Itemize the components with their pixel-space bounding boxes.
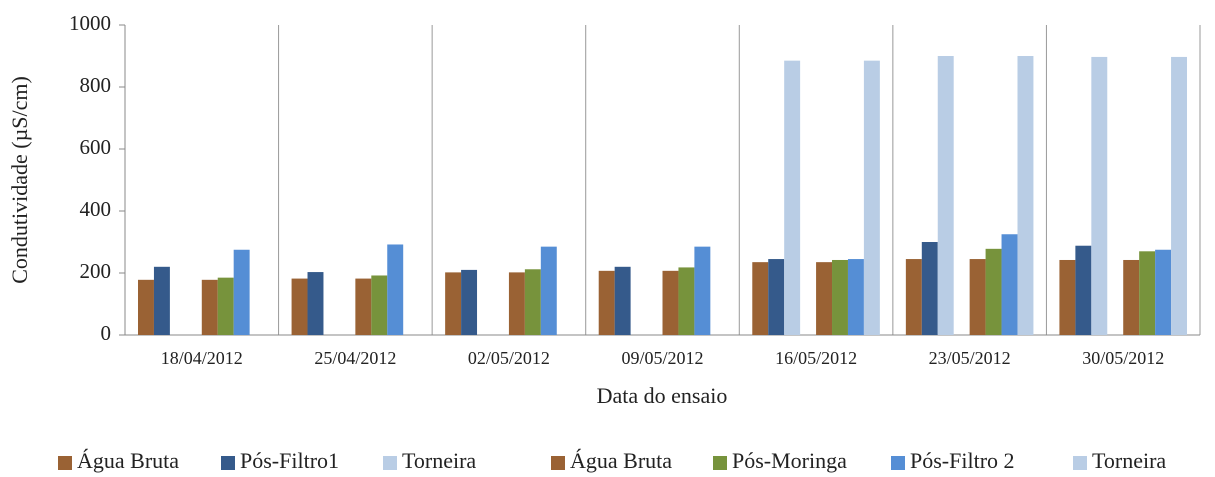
bar: [816, 262, 833, 335]
bar: [445, 272, 462, 335]
legend-swatch: [383, 456, 397, 470]
x-tick-label: 23/05/2012: [929, 348, 1011, 368]
legend-swatch: [1073, 456, 1087, 470]
x-tick-label: 16/05/2012: [775, 348, 857, 368]
legend-swatch: [891, 456, 905, 470]
bar: [752, 262, 769, 335]
y-axis-title: Condutividade (µS/cm): [7, 76, 32, 284]
y-tick-label: 400: [80, 197, 112, 221]
y-tick-label: 200: [80, 259, 112, 283]
legend-swatch: [58, 456, 72, 470]
legend-label: Torneira: [1092, 448, 1166, 473]
bar: [1001, 234, 1018, 335]
bar: [540, 246, 557, 335]
bar: [1123, 259, 1140, 335]
bar: [233, 249, 250, 335]
y-tick-label: 1000: [69, 11, 111, 35]
x-tick-label: 25/04/2012: [314, 348, 396, 368]
bar: [217, 277, 234, 335]
bar: [291, 278, 308, 335]
bar: [1075, 245, 1092, 335]
legend-label: Pós-Filtro1: [240, 448, 339, 473]
bar: [201, 279, 218, 335]
bar: [921, 242, 938, 335]
legend-swatch: [713, 456, 727, 470]
bar: [768, 259, 785, 335]
bar: [1059, 259, 1076, 335]
legend-swatch: [221, 456, 235, 470]
bar: [508, 272, 525, 335]
bar: [784, 60, 801, 336]
legend-label: Torneira: [402, 448, 476, 473]
bar: [371, 275, 388, 335]
legend-label: Água Bruta: [570, 448, 672, 473]
bar: [1091, 56, 1108, 336]
bar: [937, 56, 954, 335]
x-tick-label: 30/05/2012: [1082, 348, 1164, 368]
bar: [1171, 56, 1187, 336]
bar: [678, 267, 695, 335]
bar: [1017, 56, 1034, 335]
bar: [138, 279, 154, 335]
bar: [307, 272, 324, 335]
bar: [1139, 251, 1156, 335]
bar: [1155, 249, 1172, 335]
bar: [461, 269, 478, 335]
bar: [662, 270, 679, 335]
x-axis-title: Data do ensaio: [597, 383, 728, 408]
bar: [969, 259, 986, 335]
y-tick-label: 800: [80, 73, 112, 97]
y-tick-label: 600: [80, 135, 112, 159]
bar: [598, 270, 615, 335]
legend-swatch: [551, 456, 565, 470]
bar: [985, 248, 1002, 335]
x-tick-label: 09/05/2012: [621, 348, 703, 368]
bar: [153, 266, 170, 335]
bar: [387, 244, 404, 335]
legend-label: Pós-Filtro 2: [910, 448, 1015, 473]
bar: [847, 259, 864, 335]
bar: [863, 60, 880, 336]
bar: [694, 246, 711, 335]
bar: [832, 259, 848, 335]
legend-label: Água Bruta: [77, 448, 179, 473]
bar: [355, 278, 372, 335]
bar: [614, 266, 631, 335]
x-tick-label: 02/05/2012: [468, 348, 550, 368]
bar: [905, 259, 922, 335]
x-tick-label: 18/04/2012: [161, 348, 243, 368]
bar: [524, 269, 541, 335]
legend-label: Pós-Moringa: [732, 448, 847, 473]
y-tick-label: 0: [101, 321, 112, 345]
